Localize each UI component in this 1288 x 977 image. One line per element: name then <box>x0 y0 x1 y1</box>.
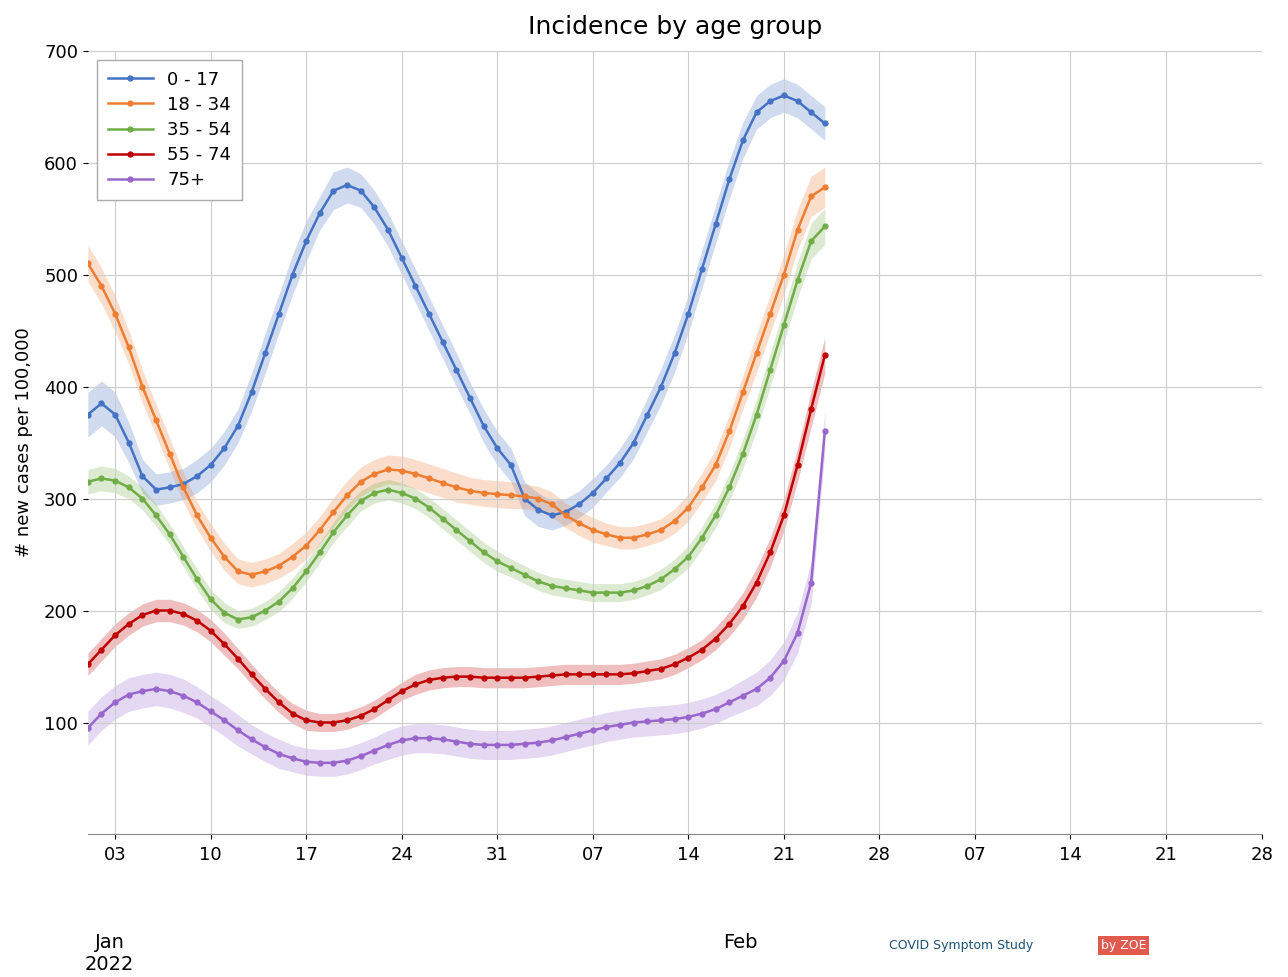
Y-axis label: # new cases per 100,000: # new cases per 100,000 <box>15 327 33 558</box>
35 - 54 <box>231 614 246 625</box>
Line: 35 - 54: 35 - 54 <box>85 224 827 622</box>
18 - 34 <box>162 447 178 459</box>
55 - 74 <box>216 638 232 650</box>
35 - 54 <box>367 488 383 499</box>
18 - 34 <box>243 569 259 580</box>
18 - 34 <box>80 258 95 270</box>
Text: by ZOE: by ZOE <box>1101 939 1146 953</box>
Line: 0 - 17: 0 - 17 <box>85 93 827 518</box>
35 - 54 <box>80 476 95 488</box>
75+ <box>804 576 819 588</box>
55 - 74 <box>367 703 383 715</box>
Text: Jan
2022: Jan 2022 <box>85 933 134 974</box>
Text: Feb: Feb <box>723 933 757 952</box>
35 - 54 <box>272 596 287 608</box>
35 - 54 <box>748 408 764 420</box>
0 - 17 <box>162 482 178 493</box>
18 - 34 <box>367 468 383 480</box>
0 - 17 <box>544 509 559 521</box>
0 - 17 <box>748 106 764 118</box>
55 - 74 <box>258 683 273 695</box>
18 - 34 <box>804 191 819 202</box>
0 - 17 <box>817 117 832 129</box>
75+ <box>258 742 273 753</box>
Title: Incidence by age group: Incidence by age group <box>528 15 822 39</box>
18 - 34 <box>216 551 232 563</box>
0 - 17 <box>353 185 368 196</box>
35 - 54 <box>804 235 819 247</box>
75+ <box>312 757 327 769</box>
Text: COVID Symptom Study: COVID Symptom Study <box>889 939 1041 953</box>
Legend: 0 - 17, 18 - 34, 35 - 54, 55 - 74, 75+: 0 - 17, 18 - 34, 35 - 54, 55 - 74, 75+ <box>97 60 242 200</box>
18 - 34 <box>817 182 832 193</box>
35 - 54 <box>162 529 178 540</box>
55 - 74 <box>748 576 764 588</box>
18 - 34 <box>748 347 764 359</box>
0 - 17 <box>804 106 819 118</box>
55 - 74 <box>804 404 819 415</box>
0 - 17 <box>258 347 273 359</box>
55 - 74 <box>312 717 327 729</box>
75+ <box>367 744 383 756</box>
Line: 55 - 74: 55 - 74 <box>85 353 827 725</box>
18 - 34 <box>272 560 287 572</box>
Line: 18 - 34: 18 - 34 <box>85 185 827 577</box>
0 - 17 <box>80 408 95 420</box>
75+ <box>80 722 95 734</box>
75+ <box>216 714 232 726</box>
55 - 74 <box>162 605 178 616</box>
75+ <box>748 683 764 695</box>
55 - 74 <box>80 658 95 670</box>
75+ <box>162 685 178 697</box>
35 - 54 <box>216 607 232 618</box>
35 - 54 <box>817 221 832 233</box>
Line: 75+: 75+ <box>85 429 827 765</box>
75+ <box>817 426 832 438</box>
55 - 74 <box>817 350 832 361</box>
0 - 17 <box>216 443 232 454</box>
0 - 17 <box>777 90 792 102</box>
